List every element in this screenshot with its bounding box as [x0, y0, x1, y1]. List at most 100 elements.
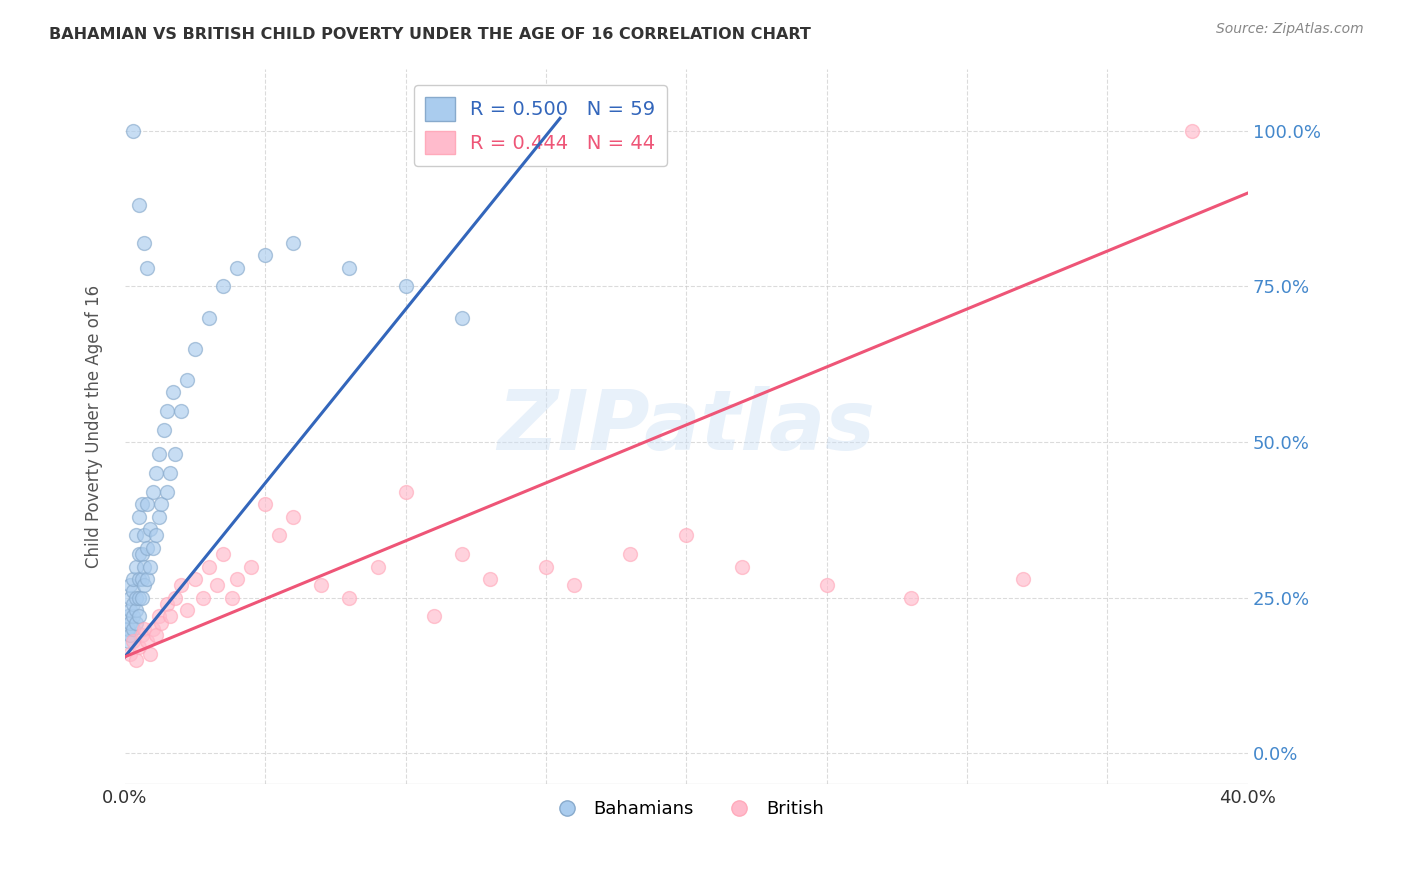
Y-axis label: Child Poverty Under the Age of 16: Child Poverty Under the Age of 16	[86, 285, 103, 568]
Point	[311, 578, 333, 592]
Point	[128, 640, 150, 655]
Point	[117, 622, 139, 636]
Point	[136, 572, 159, 586]
Point	[156, 597, 179, 611]
Point	[139, 647, 162, 661]
Point	[170, 404, 193, 418]
Point	[339, 591, 361, 605]
Point	[212, 547, 235, 561]
Text: BAHAMIAN VS BRITISH CHILD POVERTY UNDER THE AGE OF 16 CORRELATION CHART: BAHAMIAN VS BRITISH CHILD POVERTY UNDER …	[49, 27, 811, 42]
Point	[254, 497, 277, 511]
Point	[450, 547, 472, 561]
Point	[212, 279, 235, 293]
Point	[150, 497, 173, 511]
Point	[207, 578, 229, 592]
Point	[120, 591, 142, 605]
Point	[450, 310, 472, 325]
Point	[128, 198, 150, 212]
Point	[142, 484, 165, 499]
Point	[131, 628, 153, 642]
Point	[131, 547, 153, 561]
Point	[165, 448, 187, 462]
Point	[122, 622, 145, 636]
Point	[134, 528, 156, 542]
Point	[131, 591, 153, 605]
Point	[159, 466, 181, 480]
Point	[128, 547, 150, 561]
Point	[254, 248, 277, 262]
Point	[170, 578, 193, 592]
Point	[165, 591, 187, 605]
Point	[1181, 124, 1204, 138]
Point	[176, 603, 198, 617]
Point	[128, 591, 150, 605]
Point	[900, 591, 922, 605]
Point	[394, 279, 416, 293]
Legend: Bahamians, British: Bahamians, British	[541, 793, 831, 825]
Point	[226, 260, 249, 275]
Point	[117, 634, 139, 648]
Point	[131, 497, 153, 511]
Point	[120, 647, 142, 661]
Point	[128, 609, 150, 624]
Point	[145, 528, 167, 542]
Point	[148, 448, 170, 462]
Point	[145, 628, 167, 642]
Point	[150, 615, 173, 630]
Point	[534, 559, 557, 574]
Point	[122, 634, 145, 648]
Point	[122, 609, 145, 624]
Point	[128, 509, 150, 524]
Point	[162, 385, 184, 400]
Point	[148, 509, 170, 524]
Point	[240, 559, 263, 574]
Point	[221, 591, 243, 605]
Point	[142, 622, 165, 636]
Point	[139, 522, 162, 536]
Point	[128, 572, 150, 586]
Point	[125, 528, 148, 542]
Point	[134, 622, 156, 636]
Point	[394, 484, 416, 499]
Point	[339, 260, 361, 275]
Point	[478, 572, 501, 586]
Point	[153, 423, 176, 437]
Point	[125, 591, 148, 605]
Point	[422, 609, 444, 624]
Point	[131, 572, 153, 586]
Point	[675, 528, 697, 542]
Point	[148, 609, 170, 624]
Point	[184, 572, 207, 586]
Text: Source: ZipAtlas.com: Source: ZipAtlas.com	[1216, 22, 1364, 37]
Point	[120, 603, 142, 617]
Text: ZIPatlas: ZIPatlas	[498, 386, 876, 467]
Point	[731, 559, 754, 574]
Point	[184, 342, 207, 356]
Point	[117, 609, 139, 624]
Point	[125, 615, 148, 630]
Point	[136, 541, 159, 555]
Point	[134, 559, 156, 574]
Point	[134, 578, 156, 592]
Point	[562, 578, 585, 592]
Point	[136, 634, 159, 648]
Point	[619, 547, 641, 561]
Point	[366, 559, 388, 574]
Point	[142, 541, 165, 555]
Point	[136, 260, 159, 275]
Point	[226, 572, 249, 586]
Point	[120, 578, 142, 592]
Point	[198, 559, 221, 574]
Point	[122, 584, 145, 599]
Point	[269, 528, 291, 542]
Point	[122, 572, 145, 586]
Point	[1012, 572, 1035, 586]
Point	[283, 509, 305, 524]
Point	[198, 310, 221, 325]
Point	[156, 404, 179, 418]
Point	[125, 603, 148, 617]
Point	[125, 559, 148, 574]
Point	[136, 497, 159, 511]
Point	[193, 591, 215, 605]
Point	[156, 484, 179, 499]
